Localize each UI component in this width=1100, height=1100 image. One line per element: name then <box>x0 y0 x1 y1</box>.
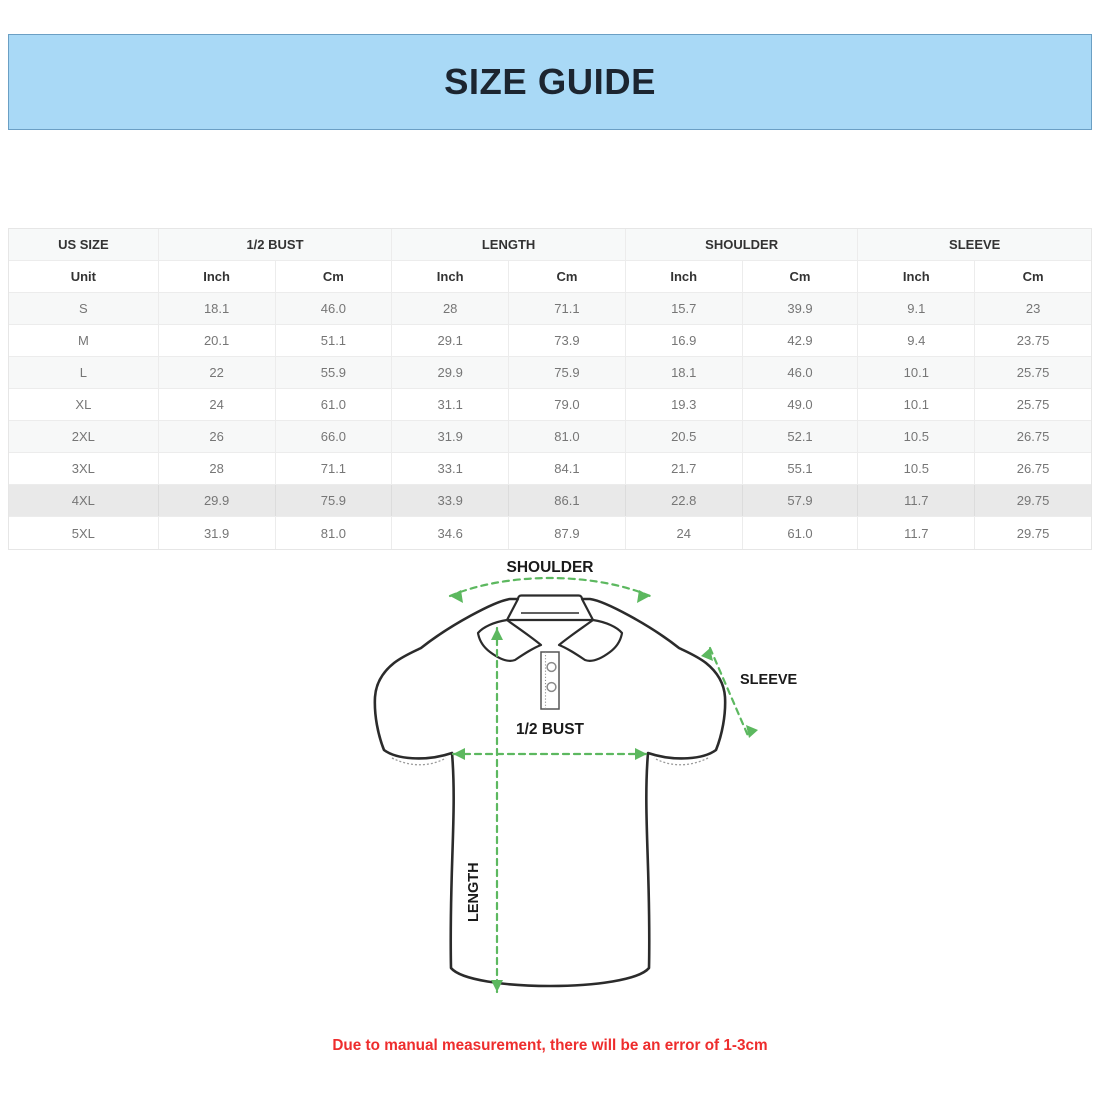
svg-text:SHOULDER: SHOULDER <box>507 559 594 576</box>
svg-text:1/2 BUST: 1/2 BUST <box>516 721 585 738</box>
svg-text:SLEEVE: SLEEVE <box>740 672 798 688</box>
svg-text:LENGTH: LENGTH <box>466 862 482 922</box>
